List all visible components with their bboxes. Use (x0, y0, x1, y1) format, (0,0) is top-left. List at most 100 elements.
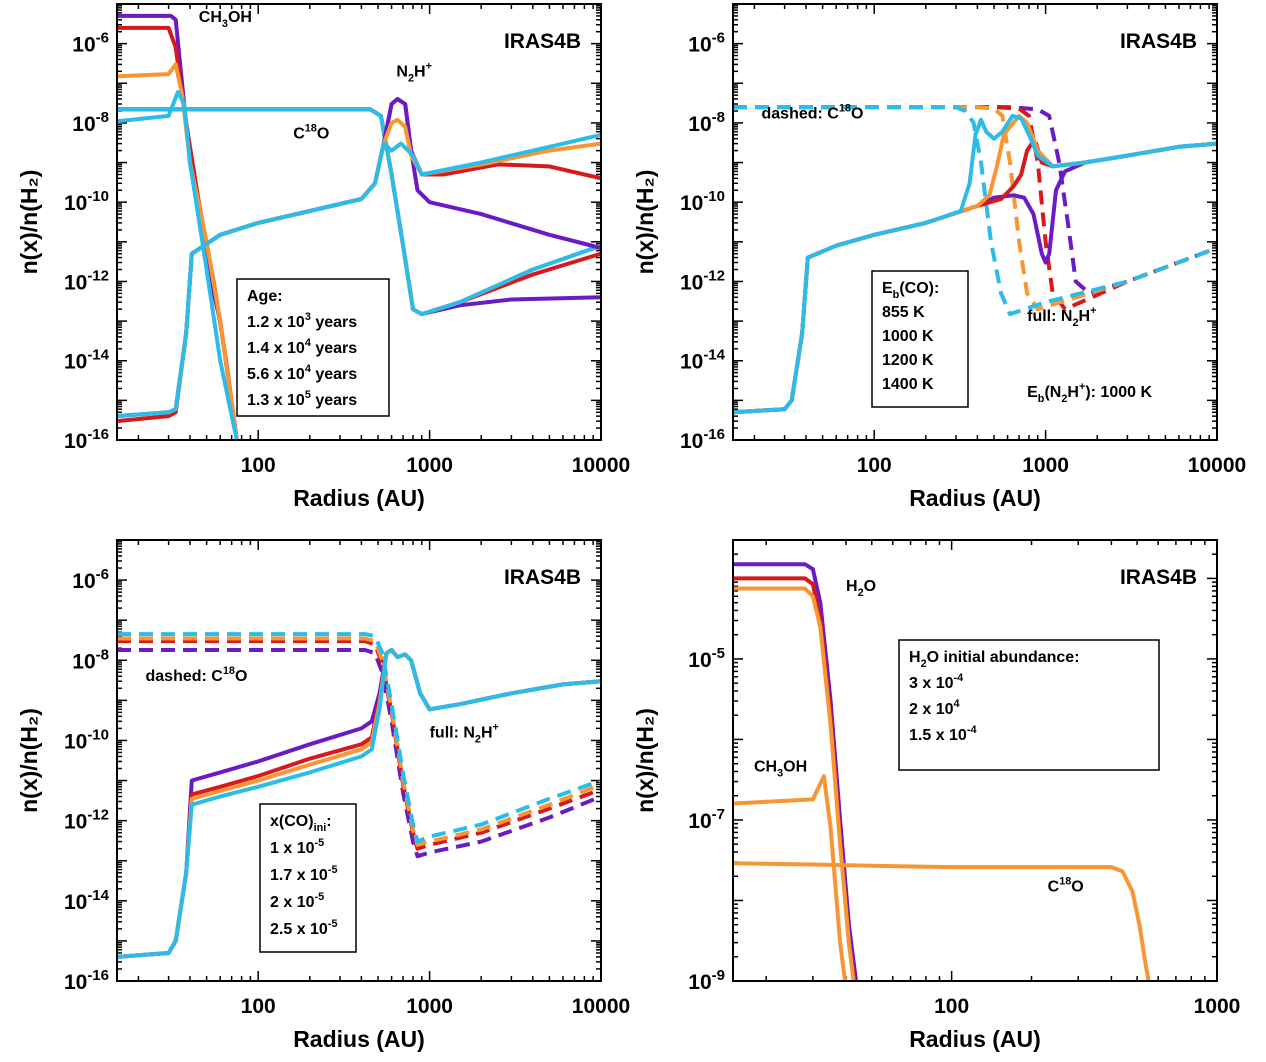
y-tick-exp: -5 (712, 645, 725, 662)
annotation-part: O (864, 578, 876, 595)
legend-entry-orange-part: -5 (314, 891, 324, 903)
annotation-part: dashed: C (762, 105, 840, 122)
y-axis-label: n(x)/n(H₂) (16, 708, 42, 813)
legend-entry-cyan-part: 5 (305, 389, 311, 401)
annotation-part: (N (1044, 384, 1061, 401)
legend-entry-orange-part: years (311, 366, 357, 383)
y-tick-exp: -16 (703, 426, 725, 443)
panel-c: 100 1000 1000010-610-810-1010-1210-1410-16… (16, 539, 630, 1052)
y-tick-exp: -6 (96, 566, 109, 583)
panel-a: 100 1000 1000010-610-810-1010-1210-1410-16… (16, 3, 630, 511)
annotation-part: 2 (1061, 393, 1067, 405)
y-tick-label: 10-6 (72, 566, 109, 593)
legend-title-part: E (882, 280, 893, 297)
y-tick-label: 10-8 (72, 646, 109, 673)
annotation-part: 18 (839, 102, 851, 114)
annotation-part: C (293, 126, 305, 143)
legend-box (259, 803, 357, 953)
panel-title: IRAS4B (504, 566, 581, 589)
x-axis-label: Radius (AU) (909, 485, 1041, 511)
annotation-part: C (1048, 878, 1060, 895)
y-tick-label: 10-12 (64, 807, 109, 834)
annotation-part: + (426, 60, 432, 72)
y-tick-exp: -14 (703, 347, 725, 364)
legend-entry-orange-part: 4 (305, 363, 311, 375)
y-tick-label: 10-14 (64, 347, 110, 374)
x-axis-label: Radius (AU) (293, 485, 425, 511)
y-tick-base: 10 (64, 971, 87, 994)
legend-entry-cyan-part: 1.3 x 10 (247, 392, 305, 409)
annotation-part: 3 (222, 18, 228, 30)
annotation-part: 18 (223, 665, 235, 677)
legend-entry-purple-part: 3 (305, 311, 311, 323)
legend-title-part: ini (314, 822, 327, 834)
x-tick-label: 1000 (1194, 995, 1241, 1018)
x-tick-label: 100 (857, 454, 892, 477)
series-group (117, 13, 601, 440)
legend-entry-orange-part: 1.5 x 10 (909, 727, 967, 744)
plot-frame (116, 3, 602, 441)
y-tick-exp: -14 (87, 887, 109, 904)
series-line-3 (117, 90, 239, 440)
legend-entry-orange: 1200 K (882, 352, 934, 369)
annotation-part: E (1027, 384, 1038, 401)
annotation-part: OH (228, 9, 252, 26)
legend-title-part: H (909, 649, 921, 666)
legend: H2O initial abundance:3 x 10-42 x 1041.5… (898, 639, 1160, 771)
annotation-part: H (481, 724, 493, 741)
annotation-part: 2 (858, 587, 864, 599)
y-tick-exp: -8 (712, 109, 725, 126)
series-line-3 (733, 774, 848, 981)
legend-box (871, 270, 969, 408)
y-tick-exp: -6 (96, 30, 109, 47)
legend-entry-red: 1.4 x 104 years (247, 337, 357, 357)
legend-entry-cyan: 1.3 x 105 years (247, 389, 357, 409)
annotation-part: O (317, 126, 329, 143)
annotation: full: N2H+ (430, 721, 499, 745)
annotation-part: 18 (305, 123, 317, 135)
legend-title: H2O initial abundance: (909, 649, 1080, 670)
legend-entry-red-part: 1.7 x 10 (270, 867, 328, 884)
x-tick-label: 1000 (406, 454, 453, 477)
annotation-part: CH (199, 9, 222, 26)
annotation-part: 2 (475, 733, 481, 745)
legend-title-part: b (893, 289, 900, 301)
series-line-7 (733, 113, 1217, 415)
y-tick-base: 10 (64, 730, 87, 753)
y-axis-label: n(x)/n(H₂) (632, 708, 658, 813)
y-tick-base: 10 (64, 891, 87, 914)
annotation-part: 3 (777, 767, 783, 779)
annotation-part: full: N (430, 724, 475, 741)
legend-entry-cyan: 2.5 x 10-5 (270, 918, 338, 938)
y-tick-label: 10-9 (688, 967, 725, 994)
legend-entry-red: 2 x 104 (909, 698, 960, 718)
y-tick-exp: -12 (703, 267, 725, 284)
y-axis-label: n(x)/n(H₂) (632, 170, 658, 275)
ticks (117, 539, 602, 982)
legend-entry-purple-part: years (311, 314, 357, 331)
legend-entry-red: 1.7 x 10-5 (270, 864, 338, 884)
panel-title: IRAS4B (1120, 30, 1197, 53)
y-tick-base: 10 (688, 113, 711, 136)
legend-title: Eb(CO): (882, 280, 939, 301)
legend-entry-orange-part: 2 x 10 (270, 894, 315, 911)
series-line-0 (117, 648, 601, 859)
annotation: full: N2H+ (1027, 305, 1096, 329)
legend-entry-purple: 1 x 10-5 (270, 837, 324, 857)
legend-title-part: x(CO) (270, 813, 314, 830)
plot-frame (732, 3, 1218, 441)
y-tick-label: 10-8 (688, 109, 725, 136)
panel-title: IRAS4B (504, 30, 581, 53)
x-tick-label: 10000 (1188, 454, 1246, 477)
x-tick-label: 1000 (1022, 454, 1069, 477)
legend-entry-purple-part: 855 K (882, 304, 925, 321)
y-tick-exp: -10 (703, 188, 725, 205)
y-tick-base: 10 (680, 351, 703, 374)
legend-entry-red-part: 4 (305, 337, 311, 349)
x-tick-label: 100 (241, 454, 276, 477)
y-tick-base: 10 (688, 810, 711, 833)
annotation: C18O (293, 123, 329, 143)
y-tick-label: 10-5 (688, 645, 725, 672)
legend-entry-orange: 5.6 x 104 years (247, 363, 357, 383)
